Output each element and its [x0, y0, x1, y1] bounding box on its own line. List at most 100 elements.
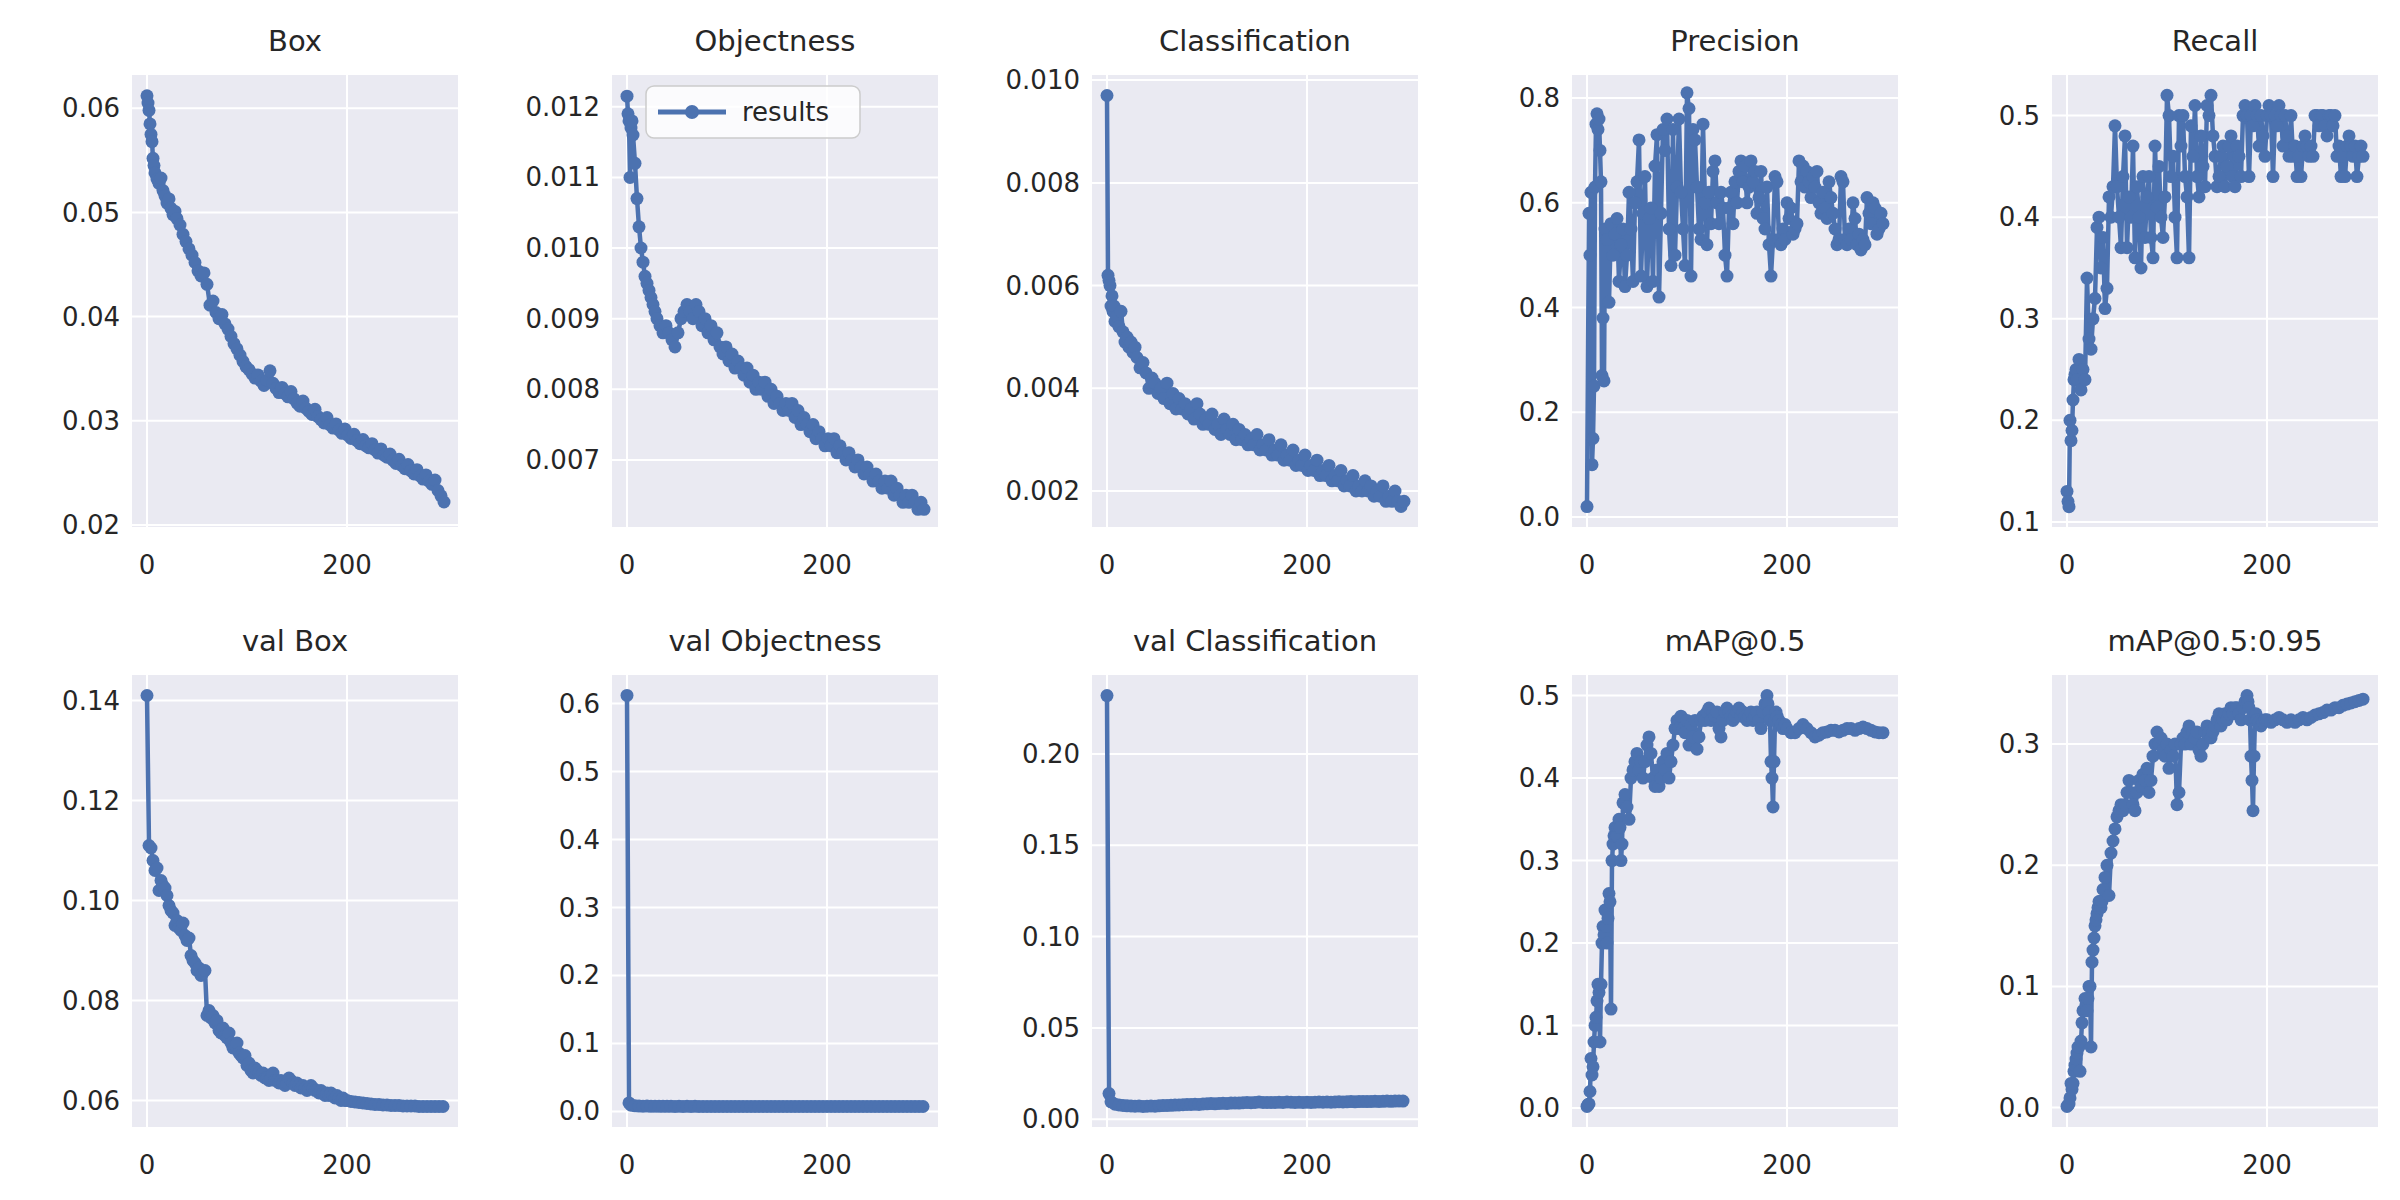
y-tick-label: 0.4: [559, 825, 600, 855]
subplot-canvas-box: 0.020.030.040.050.060200: [0, 0, 480, 600]
data-point: [2093, 211, 2106, 224]
data-point: [1665, 755, 1678, 768]
subplot-objectness: Objectness 0.0070.0080.0090.0100.0110.01…: [480, 0, 960, 600]
y-tick-label: 0.10: [1022, 922, 1080, 952]
data-point: [2147, 251, 2160, 264]
subplot-classification: Classification 0.0020.0040.0060.0080.010…: [960, 0, 1440, 600]
data-point: [2145, 231, 2158, 244]
data-point: [2199, 180, 2212, 193]
data-point: [141, 689, 154, 702]
data-point: [1727, 217, 1740, 230]
data-point: [1101, 89, 1114, 102]
data-point: [629, 157, 642, 170]
data-point: [1675, 186, 1688, 199]
data-point: [2088, 932, 2101, 945]
x-tick-label: 0: [2059, 550, 2076, 580]
subplot-val-objectness: val Objectness 0.00.10.20.30.40.50.60200: [480, 600, 960, 1200]
y-tick-label: 0.2: [559, 960, 600, 990]
data-point: [1647, 275, 1660, 288]
data-point: [1593, 113, 1606, 126]
data-point: [2085, 1041, 2098, 1054]
data-point: [1701, 238, 1714, 251]
y-tick-label: 0.2: [1999, 850, 2040, 880]
y-tick-label: 0.03: [62, 406, 120, 436]
y-tick-label: 0.8: [1519, 83, 1560, 113]
data-point: [1583, 1097, 1596, 1110]
y-tick-label: 0.008: [526, 374, 600, 404]
data-point: [2165, 170, 2178, 183]
subplot-canvas-map50-95: 0.00.10.20.30200: [1920, 600, 2400, 1200]
data-point: [1623, 813, 1636, 826]
data-point: [143, 104, 156, 117]
data-point: [711, 326, 724, 339]
y-tick-label: 0.5: [1999, 101, 2040, 131]
data-point: [2167, 150, 2180, 163]
data-point: [1689, 133, 1702, 146]
x-tick-label: 200: [1762, 550, 1812, 580]
data-point: [1621, 801, 1634, 814]
data-point: [1590, 1011, 1603, 1024]
data-point: [2179, 170, 2192, 183]
data-point: [2133, 211, 2146, 224]
axes-area: [1572, 75, 1898, 527]
data-point: [2351, 170, 2364, 183]
data-point: [917, 1100, 930, 1113]
data-point: [1643, 730, 1656, 743]
y-tick-label: 0.5: [1519, 681, 1560, 711]
results-figure: Box 0.020.030.040.050.060200 Objectness …: [0, 0, 2400, 1200]
data-point: [2189, 99, 2202, 112]
data-point: [2143, 170, 2156, 183]
data-point: [2259, 150, 2272, 163]
data-point: [1685, 270, 1698, 283]
data-point: [2085, 343, 2098, 356]
y-tick-label: 0.2: [1999, 405, 2040, 435]
subplot-map50: mAP@0.5 0.00.10.20.30.40.50200: [1440, 600, 1920, 1200]
data-point: [2181, 190, 2194, 203]
y-tick-label: 0.3: [1999, 729, 2040, 759]
data-point: [1755, 165, 1768, 178]
y-tick-label: 0.1: [1999, 971, 2040, 1001]
data-point: [199, 964, 212, 977]
data-point: [1847, 196, 1860, 209]
data-point: [1397, 1095, 1410, 1108]
data-point: [1663, 223, 1676, 236]
data-point: [2074, 1065, 2087, 1078]
data-point: [1595, 978, 1608, 991]
data-point: [1703, 186, 1716, 199]
x-tick-label: 0: [2059, 1150, 2076, 1180]
data-point: [2329, 109, 2342, 122]
data-point: [207, 295, 220, 308]
y-tick-label: 0.1: [1999, 507, 2040, 537]
data-point: [2167, 750, 2180, 763]
data-point: [2109, 119, 2122, 132]
data-point: [2101, 282, 2114, 295]
y-tick-label: 0.5: [559, 757, 600, 787]
y-tick-label: 0.4: [1519, 763, 1560, 793]
data-point: [2161, 89, 2174, 102]
data-point: [1791, 217, 1804, 230]
x-tick-label: 200: [2242, 550, 2292, 580]
data-point: [669, 340, 682, 353]
y-tick-label: 0.1: [559, 1028, 600, 1058]
data-point: [2113, 211, 2126, 224]
data-point: [1765, 270, 1778, 283]
data-point: [2195, 129, 2208, 142]
y-tick-label: 0.3: [559, 893, 600, 923]
data-point: [2129, 804, 2142, 817]
data-point: [1619, 788, 1632, 801]
data-point: [2086, 956, 2099, 969]
data-point: [1859, 238, 1872, 251]
data-point: [2257, 129, 2270, 142]
data-point: [1649, 160, 1662, 173]
y-tick-label: 0.2: [1519, 928, 1560, 958]
data-point: [1683, 102, 1696, 115]
data-point: [627, 129, 640, 142]
data-point: [1595, 175, 1608, 188]
data-point: [145, 842, 158, 855]
data-point: [1697, 118, 1710, 131]
data-point: [2135, 262, 2148, 275]
data-point: [2095, 262, 2108, 275]
data-point: [631, 192, 644, 205]
subplot-val-classification: val Classification 0.000.050.100.150.200…: [960, 600, 1440, 1200]
data-point: [2307, 150, 2320, 163]
